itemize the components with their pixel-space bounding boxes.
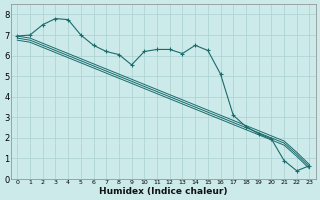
X-axis label: Humidex (Indice chaleur): Humidex (Indice chaleur): [99, 187, 228, 196]
